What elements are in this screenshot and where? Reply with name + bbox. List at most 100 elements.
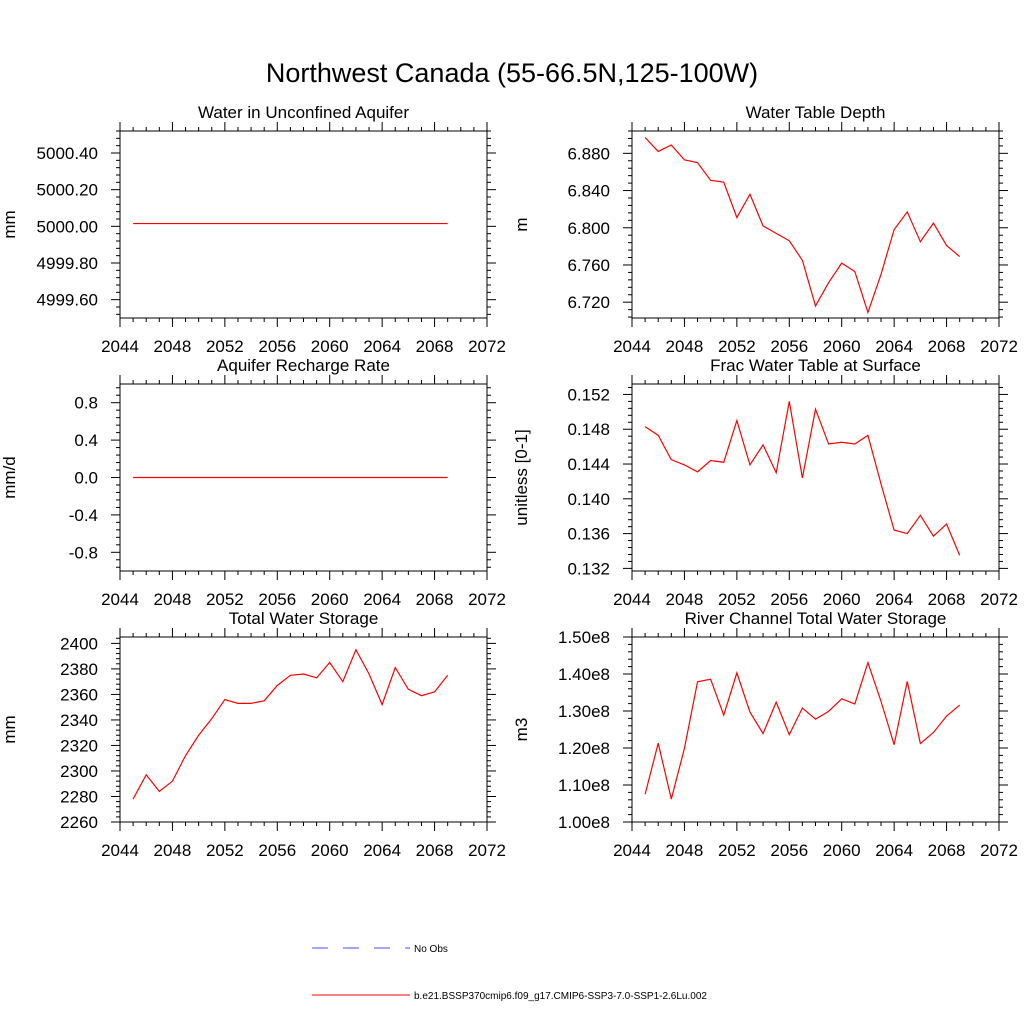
y-tick-label: 6.800	[567, 219, 610, 238]
legend-label: b.e21.BSSP370cmip6.f09_g17.CMIP6-SSP3-7.…	[414, 991, 707, 1002]
y-tick-label: 0.136	[567, 525, 610, 544]
x-tick-label: 2048	[154, 841, 192, 860]
y-tick-label: 2260	[60, 813, 98, 832]
panel-6: River Channel Total Water Storage m3 2044 2…	[512, 609, 1018, 860]
y-tick-label: 0.0	[74, 469, 98, 488]
panel-title: Frac Water Table at Surface	[710, 356, 921, 375]
panel-title: Water Table Depth	[746, 103, 886, 122]
x-tick-label: 2056	[770, 590, 808, 609]
y-tick-label: 0.148	[567, 420, 610, 439]
x-tick-label: 2068	[416, 841, 454, 860]
y-tick-label: 0.152	[567, 385, 610, 404]
y-tick-label: 4999.80	[37, 254, 98, 273]
x-tick-label: 2048	[666, 841, 704, 860]
x-tick-label: 2052	[206, 337, 244, 356]
y-tick-label: 2400	[60, 634, 98, 653]
panel-3: Aquifer Recharge Rate mm/d 2044 2048 2052 205…	[0, 356, 506, 609]
y-axis-label: mm	[0, 715, 19, 743]
x-tick-label: 2068	[928, 590, 966, 609]
y-tick-label: 6.840	[567, 182, 610, 201]
y-tick-label: 5000.40	[37, 144, 98, 163]
x-tick-label: 2052	[206, 841, 244, 860]
x-tick-label: 2064	[363, 590, 401, 609]
x-tick-label: 2072	[468, 337, 506, 356]
x-tick-label: 2060	[823, 337, 861, 356]
x-tick-label: 2064	[875, 337, 913, 356]
x-tick-label: 2064	[363, 841, 401, 860]
x-tick-label: 2068	[416, 337, 454, 356]
x-tick-label: 2044	[101, 337, 139, 356]
x-tick-label: 2056	[770, 337, 808, 356]
y-axis-label: mm/d	[0, 456, 19, 499]
x-tick-label: 2052	[718, 841, 756, 860]
x-tick-label: 2060	[823, 841, 861, 860]
y-tick-label: 0.132	[567, 559, 610, 578]
x-tick-label: 2068	[928, 337, 966, 356]
x-tick-label: 2064	[875, 590, 913, 609]
series-line	[132, 648, 449, 800]
panel-1: Water in Unconfined Aquifer mm 2044 2048 205…	[0, 103, 506, 356]
y-tick-label: 1.10e8	[558, 776, 610, 795]
x-tick-label: 2072	[980, 337, 1018, 356]
y-tick-label: 2280	[60, 787, 98, 806]
panel-5: Total Water Storage mm 2044 2048 2052 2056 206…	[0, 609, 506, 860]
y-tick-label: -0.4	[69, 506, 98, 525]
x-tick-label: 2048	[666, 337, 704, 356]
x-tick-label: 2056	[258, 590, 296, 609]
y-axis-label: m3	[512, 718, 531, 742]
y-tick-label: 1.50e8	[558, 628, 610, 647]
x-tick-label: 2044	[101, 841, 139, 860]
plot-frame	[119, 130, 488, 319]
panel-title: Aquifer Recharge Rate	[217, 356, 390, 375]
x-tick-label: 2060	[823, 590, 861, 609]
panel-title: Water in Unconfined Aquifer	[198, 103, 409, 122]
y-tick-label: 0.140	[567, 490, 610, 509]
x-tick-label: 2048	[666, 590, 704, 609]
y-tick-label: 4999.60	[37, 291, 98, 310]
y-axis-label: unitless [0-1]	[512, 429, 531, 525]
x-tick-label: 2072	[980, 590, 1018, 609]
y-tick-label: 5000.00	[37, 217, 98, 236]
y-tick-label: 1.30e8	[558, 702, 610, 721]
panel-4: Frac Water Table at Surface unitless [0-1…	[512, 356, 1018, 609]
x-tick-label: 2072	[468, 590, 506, 609]
x-tick-label: 2052	[718, 337, 756, 356]
x-tick-label: 2044	[613, 590, 651, 609]
x-tick-label: 2068	[416, 590, 454, 609]
y-tick-label: 1.20e8	[558, 739, 610, 758]
legend: No Obs b.e21.BSSP370cmip6.f09_g17.CMIP6-S…	[312, 944, 707, 1002]
y-tick-label: 2340	[60, 711, 98, 730]
y-tick-label: 2360	[60, 685, 98, 704]
y-tick-label: 6.880	[567, 144, 610, 163]
y-tick-label: 1.40e8	[558, 665, 610, 684]
y-tick-label: 6.720	[567, 293, 610, 312]
x-tick-label: 2072	[980, 841, 1018, 860]
x-tick-label: 2064	[363, 337, 401, 356]
x-tick-label: 2056	[258, 337, 296, 356]
y-tick-label: 6.760	[567, 256, 610, 275]
y-axis-label: m	[512, 217, 531, 231]
panel-title: Total Water Storage	[229, 609, 379, 628]
x-tick-label: 2072	[468, 841, 506, 860]
panel-2: Water Table Depth m 2044 2048 2052 2056 2060 20…	[512, 103, 1018, 356]
plot-frame	[631, 636, 1000, 823]
panels: Water in Unconfined Aquifer mm 2044 2048 205…	[0, 103, 1018, 860]
x-tick-label: 2048	[154, 590, 192, 609]
y-tick-label: 2320	[60, 736, 98, 755]
series-line	[644, 660, 961, 800]
y-tick-label: 0.4	[74, 431, 98, 450]
y-axis-label: mm	[0, 210, 19, 238]
series-line	[644, 401, 961, 556]
plot-frame	[119, 636, 488, 823]
x-tick-label: 2052	[718, 590, 756, 609]
y-tick-label: 5000.20	[37, 181, 98, 200]
x-tick-label: 2044	[613, 841, 651, 860]
x-tick-label: 2056	[258, 841, 296, 860]
page-title: Northwest Canada (55-66.5N,125-100W)	[266, 58, 758, 88]
x-tick-label: 2056	[770, 841, 808, 860]
y-tick-label: -0.8	[69, 543, 98, 562]
y-tick-label: 2300	[60, 762, 98, 781]
x-tick-label: 2044	[101, 590, 139, 609]
y-tick-label: 0.8	[74, 394, 98, 413]
